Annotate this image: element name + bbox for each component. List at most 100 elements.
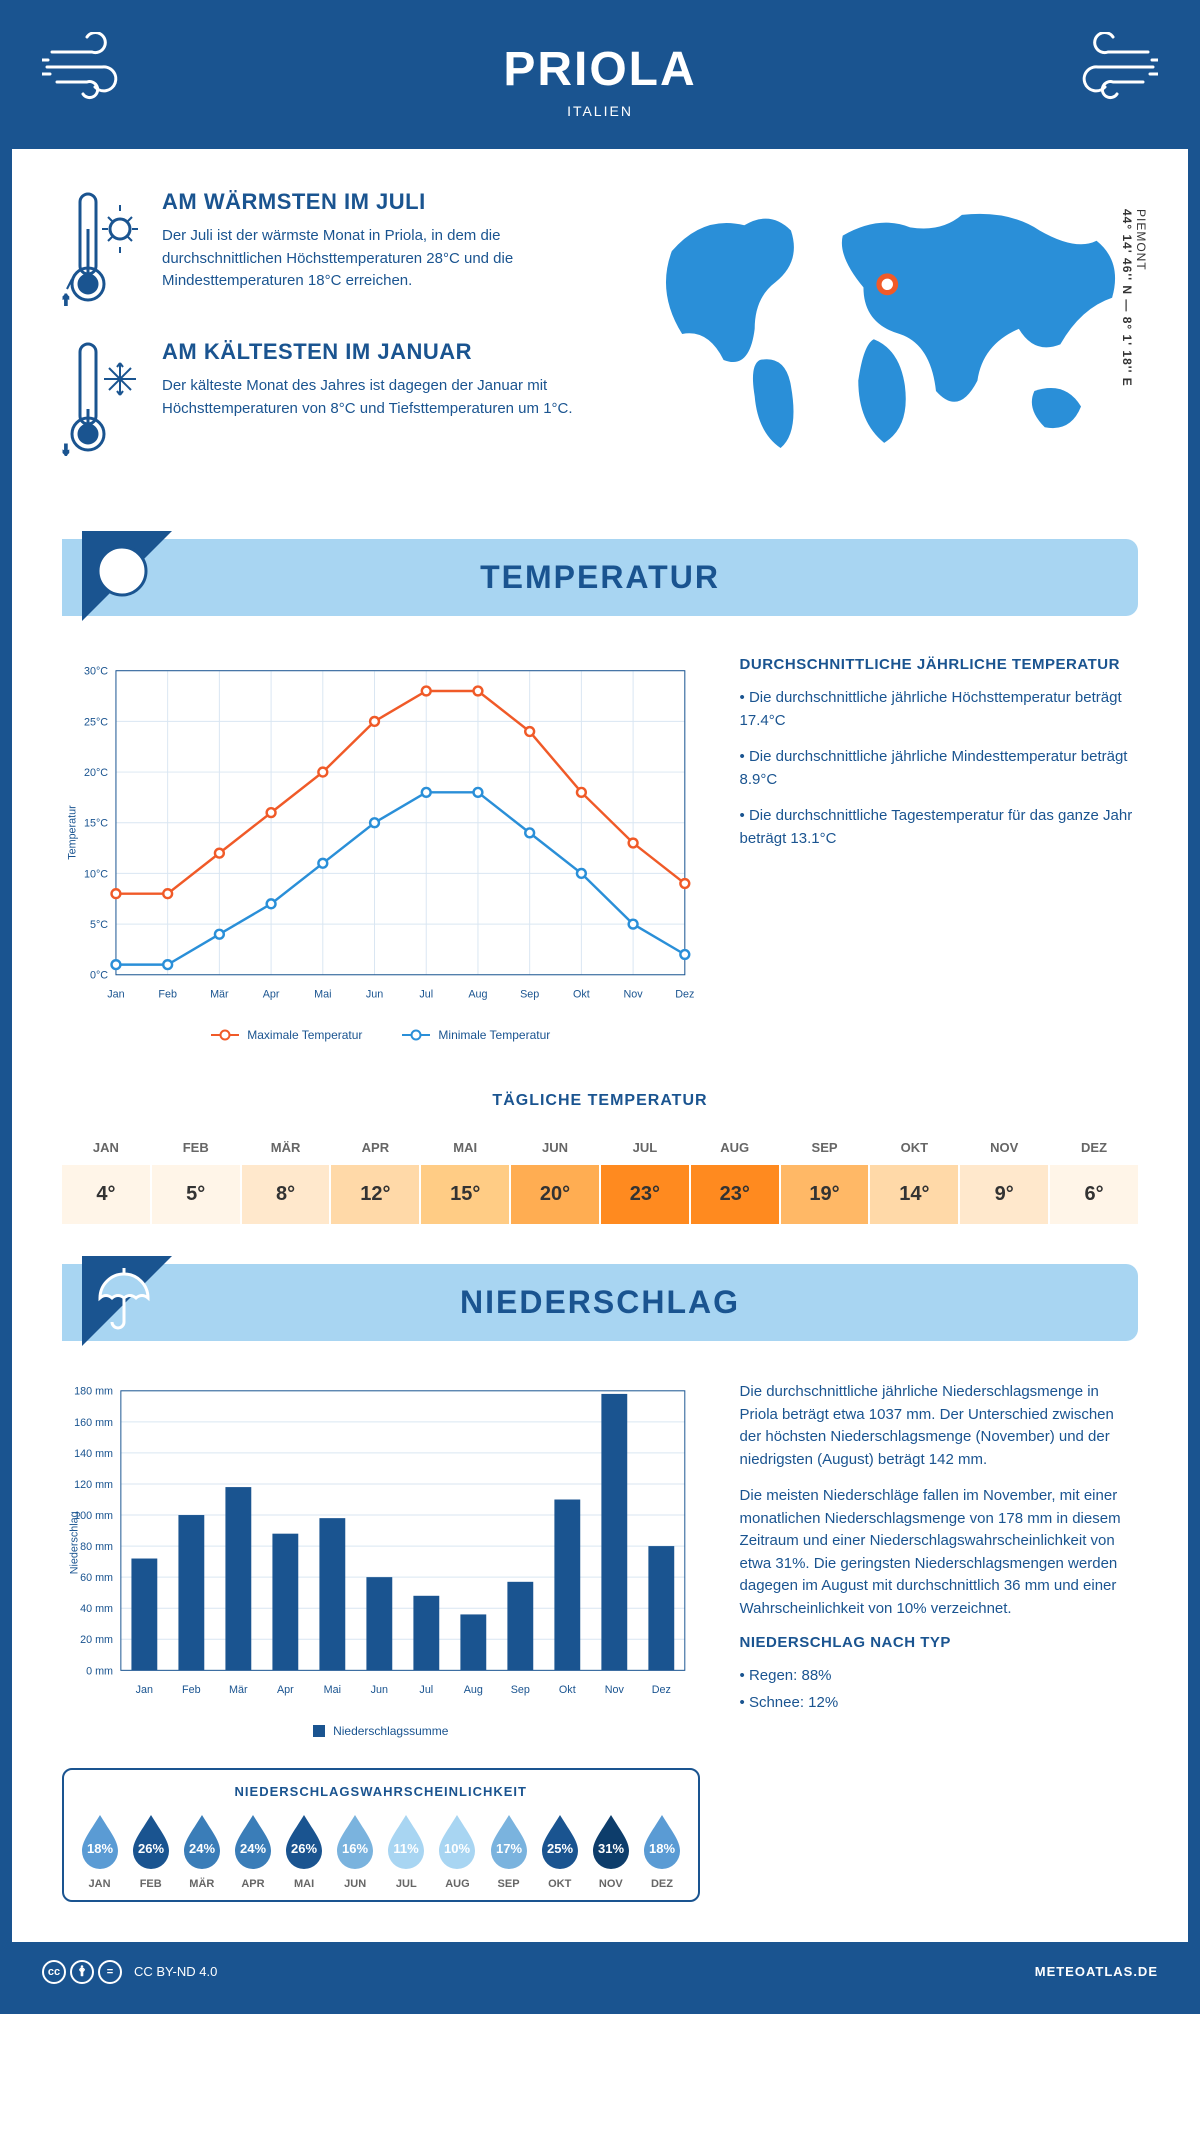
svg-text:10%: 10% — [444, 1841, 470, 1856]
coldest-text: Der kälteste Monat des Jahres ist dagege… — [162, 375, 580, 420]
precip-para-1: Die durchschnittliche jährliche Niedersc… — [740, 1381, 1138, 1471]
daily-temp-value: 5° — [152, 1165, 240, 1224]
daily-temp-cell: JUN20° — [511, 1130, 599, 1224]
sun-icon — [82, 531, 172, 621]
header-bar: PRIOLA ITALIEN — [12, 12, 1188, 149]
svg-text:120 mm: 120 mm — [74, 1479, 113, 1491]
drop-month-label: MÄR — [179, 1878, 225, 1890]
svg-text:Jun: Jun — [366, 988, 383, 1000]
precip-drop-item: 25%OKT — [537, 1811, 583, 1890]
legend-min: .legend-item:nth-child(2) .legend-line::… — [402, 1028, 550, 1042]
daily-month-label: MÄR — [242, 1130, 330, 1165]
cc-icon: cc — [42, 1960, 66, 1984]
svg-text:Jan: Jan — [107, 988, 124, 1000]
svg-text:Dez: Dez — [675, 988, 694, 1000]
daily-temp-value: 6° — [1050, 1165, 1138, 1224]
precip-drop-item: 26%MAI — [281, 1811, 327, 1890]
raindrop-icon: 26% — [281, 1811, 327, 1869]
drop-month-label: FEB — [128, 1878, 174, 1890]
coordinates: PIEMONT 44° 14' 46'' N — 8° 1' 18'' E — [1120, 209, 1148, 387]
precip-prob-title: NIEDERSCHLAGSWAHRSCHEINLICHKEIT — [74, 1784, 688, 1799]
annual-bullet-2: • Die durchschnittliche jährliche Mindes… — [740, 746, 1138, 791]
legend-max-label: Maximale Temperatur — [247, 1028, 362, 1042]
svg-text:0 mm: 0 mm — [86, 1665, 113, 1677]
wind-icon — [1058, 32, 1158, 102]
svg-text:17%: 17% — [496, 1841, 522, 1856]
temperature-line-chart: 0°C5°C10°C15°C20°C25°C30°CJanFebMärAprMa… — [62, 656, 700, 1009]
raindrop-icon: 31% — [588, 1811, 634, 1869]
precip-probability-box: NIEDERSCHLAGSWAHRSCHEINLICHKEIT 18% JAN 26… — [62, 1768, 700, 1902]
raindrop-icon: 17% — [486, 1811, 532, 1869]
top-info-section: ↑ AM WÄRMSTEN IM JULI Der Juli ist der w… — [12, 149, 1188, 519]
coldest-block: ↓ AM KÄLTESTEN IM JANUAR Der kälteste Mo… — [62, 339, 580, 459]
svg-text:Aug: Aug — [468, 988, 487, 1000]
raindrop-icon: 26% — [128, 1811, 174, 1869]
precip-drop-item: 10%AUG — [434, 1811, 480, 1890]
svg-text:Aug: Aug — [464, 1684, 483, 1696]
thermometer-cold-icon: ↓ — [62, 339, 142, 459]
precip-drops-row: 18%JAN26%FEB24%MÄR24%APR26%MAI16%JUN11%J… — [74, 1811, 688, 1890]
drop-month-label: NOV — [588, 1878, 634, 1890]
annual-bullet-3: • Die durchschnittliche Tagestemperatur … — [740, 805, 1138, 850]
daily-month-label: JAN — [62, 1130, 150, 1165]
daily-temp-value: 4° — [62, 1165, 150, 1224]
temp-legend: .legend-item:nth-child(1) .legend-line::… — [62, 1028, 700, 1042]
svg-text:40 mm: 40 mm — [80, 1603, 113, 1615]
svg-text:18%: 18% — [87, 1841, 113, 1856]
info-right: PIEMONT 44° 14' 46'' N — 8° 1' 18'' E — [620, 189, 1138, 489]
temperature-body: 0°C5°C10°C15°C20°C25°C30°CJanFebMärAprMa… — [12, 616, 1188, 1082]
precip-drop-item: 31% NOV — [588, 1811, 634, 1890]
svg-text:Dez: Dez — [652, 1684, 671, 1696]
svg-text:10°C: 10°C — [84, 868, 108, 880]
drop-month-label: JUN — [332, 1878, 378, 1890]
wind-icon — [42, 32, 142, 102]
svg-text:24%: 24% — [240, 1841, 266, 1856]
svg-text:Jul: Jul — [419, 1684, 433, 1696]
legend-precip-label: Niederschlagssumme — [333, 1724, 448, 1738]
svg-text:30°C: 30°C — [84, 666, 108, 678]
svg-text:Nov: Nov — [605, 1684, 625, 1696]
svg-text:26%: 26% — [138, 1841, 164, 1856]
daily-temp-cell: APR12° — [331, 1130, 419, 1224]
site-label: METEOATLAS.DE — [1035, 1964, 1158, 1979]
cc-icons: cc 🛉 = — [42, 1960, 122, 1984]
legend-precip-sum: Niederschlagssumme — [313, 1724, 448, 1738]
raindrop-icon: 24% — [179, 1811, 225, 1869]
raindrop-icon: 25% — [537, 1811, 583, 1869]
precipitation-body: 0 mm20 mm40 mm60 mm80 mm100 mm120 mm140 … — [12, 1341, 1188, 1942]
daily-temp-value: 23° — [601, 1165, 689, 1224]
daily-month-label: APR — [331, 1130, 419, 1165]
daily-temp-cell: SEP19° — [781, 1130, 869, 1224]
svg-text:0°C: 0°C — [90, 970, 108, 982]
daily-temp-heading: TÄGLICHE TEMPERATUR — [12, 1092, 1188, 1110]
svg-text:26%: 26% — [291, 1841, 317, 1856]
svg-text:18%: 18% — [649, 1841, 675, 1856]
svg-text:Sep: Sep — [520, 988, 539, 1000]
daily-temp-cell: JUL23° — [601, 1130, 689, 1224]
precip-text-column: Die durchschnittliche jährliche Niedersc… — [740, 1381, 1138, 1902]
svg-text:140 mm: 140 mm — [74, 1448, 113, 1460]
svg-text:↑: ↑ — [62, 291, 70, 308]
svg-text:20 mm: 20 mm — [80, 1634, 113, 1646]
legend-min-label: Minimale Temperatur — [438, 1028, 550, 1042]
drop-month-label: JAN — [77, 1878, 123, 1890]
svg-text:5°C: 5°C — [90, 919, 108, 931]
svg-text:Apr: Apr — [263, 988, 280, 1000]
precip-para-2: Die meisten Niederschläge fallen im Nove… — [740, 1485, 1138, 1620]
annual-bullet-1: • Die durchschnittliche jährliche Höchst… — [740, 687, 1138, 732]
daily-temp-value: 15° — [421, 1165, 509, 1224]
daily-month-label: DEZ — [1050, 1130, 1138, 1165]
svg-text:Mai: Mai — [324, 1684, 341, 1696]
precip-drop-item: 24%APR — [230, 1811, 276, 1890]
daily-temp-cell: MÄR8° — [242, 1130, 330, 1224]
daily-month-label: JUN — [511, 1130, 599, 1165]
raindrop-icon: 24% — [230, 1811, 276, 1869]
daily-temp-cell: OKT14° — [870, 1130, 958, 1224]
daily-temp-cell: JAN4° — [62, 1130, 150, 1224]
svg-text:Mär: Mär — [229, 1684, 248, 1696]
svg-text:Jan: Jan — [136, 1684, 153, 1696]
raindrop-icon: 18% — [77, 1811, 123, 1869]
raindrop-icon: 10% — [434, 1811, 480, 1869]
drop-month-label: DEZ — [639, 1878, 685, 1890]
precip-drop-item: 18% DEZ — [639, 1811, 685, 1890]
